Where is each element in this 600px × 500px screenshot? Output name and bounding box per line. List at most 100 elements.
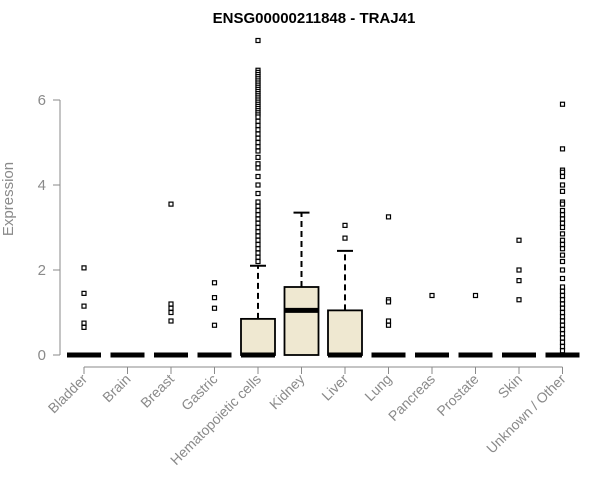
outlier-point xyxy=(559,101,566,107)
y-tick-label: 6 xyxy=(38,92,46,109)
outlier-point xyxy=(255,127,261,133)
y-tick-label: 2 xyxy=(38,262,46,279)
outlier-point xyxy=(255,161,261,167)
outlier-point xyxy=(255,154,261,160)
outlier-point xyxy=(255,250,261,256)
outlier-point xyxy=(168,309,174,316)
outlier-point xyxy=(255,182,261,188)
outlier-point xyxy=(559,322,566,328)
outlier-point xyxy=(559,252,566,258)
outlier-point xyxy=(385,318,392,324)
y-tick-label: 0 xyxy=(38,347,46,364)
x-tick-label: Brain xyxy=(99,371,133,405)
outlier-point xyxy=(559,207,566,214)
outlier-point xyxy=(559,224,566,231)
outlier-point xyxy=(385,299,392,305)
outlier-point xyxy=(559,275,566,282)
outlier-point xyxy=(255,131,261,137)
outlier-point xyxy=(342,222,348,228)
outlier-point xyxy=(385,322,392,328)
box-group xyxy=(67,265,101,358)
outlier-point xyxy=(255,212,261,218)
x-tick-label: Bladder xyxy=(45,371,91,417)
outlier-point xyxy=(559,182,566,188)
plot-area xyxy=(67,37,580,358)
box-group xyxy=(327,222,363,358)
outlier-point xyxy=(211,322,218,328)
outlier-point xyxy=(559,348,566,354)
box-group xyxy=(502,237,536,358)
outlier-point xyxy=(516,278,522,284)
box-group xyxy=(197,280,232,358)
outlier-point xyxy=(168,201,174,207)
outlier-point xyxy=(342,235,348,241)
outlier-point xyxy=(255,148,261,154)
outlier-point xyxy=(559,335,566,341)
outlier-point xyxy=(559,216,566,222)
outlier-point xyxy=(255,207,261,214)
outlier-point xyxy=(559,297,566,303)
outlier-point xyxy=(255,233,261,239)
outlier-point xyxy=(81,320,87,326)
outlier-point xyxy=(255,224,261,231)
outlier-point xyxy=(559,220,566,226)
outlier-point xyxy=(516,267,522,273)
outlier-point xyxy=(559,339,566,345)
outlier-point xyxy=(559,258,566,265)
outlier-point xyxy=(559,326,566,333)
outlier-point xyxy=(255,37,261,44)
outlier-point xyxy=(255,199,261,205)
outlier-point xyxy=(255,144,261,150)
outlier-point xyxy=(255,135,261,141)
outlier-point xyxy=(559,284,566,290)
outlier-point xyxy=(255,114,261,120)
outlier-point xyxy=(559,246,566,252)
outlier-point xyxy=(559,231,566,237)
outlier-point xyxy=(168,301,174,307)
outlier-point xyxy=(559,237,566,243)
box-group xyxy=(283,211,320,356)
x-tick-label: Gastric xyxy=(178,371,221,414)
outlier-point xyxy=(255,246,261,252)
x-tick-label: Skin xyxy=(495,371,526,402)
outlier-point xyxy=(559,301,566,307)
y-tick-label: 4 xyxy=(38,177,46,194)
outlier-point xyxy=(385,214,392,220)
box-group xyxy=(240,37,276,358)
outlier-point xyxy=(559,314,566,320)
outlier-point xyxy=(255,173,261,180)
outlier-point xyxy=(255,220,261,226)
box-group xyxy=(154,201,188,358)
outlier-point xyxy=(255,203,261,209)
y-axis-label: Expression xyxy=(0,162,17,236)
outlier-point xyxy=(255,118,261,124)
outlier-point xyxy=(255,216,261,222)
outlier-point xyxy=(559,343,566,350)
outlier-point xyxy=(559,288,566,294)
outlier-point xyxy=(168,318,174,324)
outlier-point xyxy=(559,331,566,337)
outlier-point xyxy=(168,305,174,311)
box-body xyxy=(240,317,276,356)
outlier-point xyxy=(429,292,435,299)
box-group xyxy=(458,292,493,358)
x-tick-label: Kidney xyxy=(266,371,308,413)
x-tick-label: Prostate xyxy=(433,371,481,419)
box-group xyxy=(415,292,449,358)
outlier-point xyxy=(255,237,261,243)
box-body xyxy=(283,286,320,356)
x-tick-label: Pancreas xyxy=(385,371,438,424)
outlier-point xyxy=(559,241,566,248)
outlier-point xyxy=(81,265,87,271)
outlier-point xyxy=(516,237,522,243)
x-tick-label: Liver xyxy=(318,371,351,404)
outlier-point xyxy=(559,173,566,180)
outlier-point xyxy=(255,229,261,235)
box-body xyxy=(327,309,363,356)
outlier-point xyxy=(255,122,261,129)
y-axis: 0 2 4 6 xyxy=(38,92,61,364)
outlier-point xyxy=(516,297,522,303)
x-tick-label: Unknown / Other xyxy=(483,371,569,457)
